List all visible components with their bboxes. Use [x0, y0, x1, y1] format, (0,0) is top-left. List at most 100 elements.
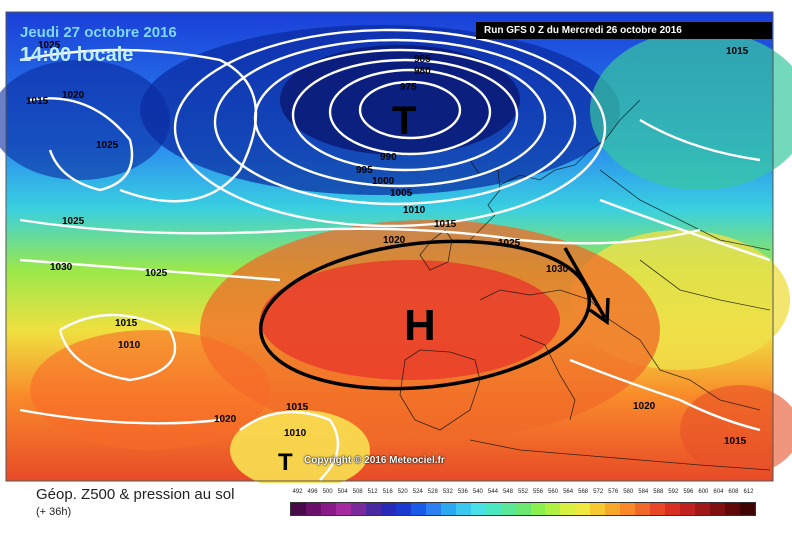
- legend-value: 552: [517, 489, 528, 495]
- weather-map: T H T 1025 1020 1015 1025 985 980 975 99…: [0, 11, 792, 483]
- legend-value: 572: [593, 489, 604, 495]
- legend-swatch: [695, 503, 711, 515]
- legend-swatch: [425, 503, 441, 515]
- legend-value: 492: [292, 489, 303, 495]
- legend-swatch: [515, 503, 531, 515]
- legend-swatch: [575, 503, 591, 515]
- isobar-label: 995: [356, 165, 373, 176]
- legend-swatch: [635, 503, 651, 515]
- legend-swatch: [545, 503, 561, 515]
- legend-swatch: [590, 503, 606, 515]
- legend-swatch: [291, 503, 306, 515]
- legend-swatch: [350, 503, 366, 515]
- high-pressure-symbol: H: [404, 301, 436, 350]
- legend-swatch: [665, 503, 681, 515]
- legend-value: 612: [743, 489, 754, 495]
- legend-value: 556: [533, 489, 544, 495]
- isobar-label: 1015: [724, 436, 747, 447]
- legend-value: 508: [352, 489, 363, 495]
- isobar-label: 1000: [372, 176, 395, 187]
- model-run-label: Run GFS 0 Z du Mercredi 26 octobre 2016: [476, 22, 772, 39]
- legend-value: 560: [548, 489, 559, 495]
- legend-value: 564: [563, 489, 574, 495]
- low-pressure-symbol-south: T: [278, 449, 293, 476]
- isobar-label: 1015: [115, 318, 138, 329]
- forecast-range-label: (+ 36h): [36, 506, 72, 518]
- legend-value: 548: [502, 489, 513, 495]
- isobar-label: 1025: [38, 40, 61, 51]
- legend-value: 532: [442, 489, 453, 495]
- legend-value: 500: [322, 489, 333, 495]
- isobar-label: 1010: [284, 428, 307, 439]
- legend-value: 604: [713, 489, 724, 495]
- isobar-label: 1015: [286, 402, 309, 413]
- isobar-label: 1025: [498, 238, 521, 249]
- forecast-date-label: Jeudi 27 octobre 2016: [20, 24, 177, 41]
- map-caption: Géop. Z500 & pression au sol: [36, 486, 235, 503]
- legend-value: 504: [337, 489, 348, 495]
- legend-swatch: [440, 503, 456, 515]
- isobar-label: 1025: [96, 140, 119, 151]
- legend-swatch: [500, 503, 516, 515]
- isobar-label: 1015: [726, 46, 749, 57]
- legend-swatch: [710, 503, 726, 515]
- legend-swatch: [650, 503, 666, 515]
- legend-value: 540: [472, 489, 483, 495]
- isobar-label: 980: [414, 66, 431, 77]
- color-scale-legend: [290, 502, 756, 516]
- isobar-label: 1010: [403, 205, 426, 216]
- isobar-label: 1025: [62, 216, 85, 227]
- legend-swatch: [320, 503, 336, 515]
- legend-swatch: [485, 503, 501, 515]
- legend-value: 608: [728, 489, 739, 495]
- legend-swatch: [560, 503, 576, 515]
- legend-swatch: [605, 503, 621, 515]
- legend-value-row: 492 496 500 504 508 512 516 520 524 528 532 536 540 5…: [286, 489, 756, 501]
- legend-value: 600: [698, 489, 709, 495]
- legend-value: 516: [382, 489, 393, 495]
- legend-value: 596: [683, 489, 694, 495]
- legend-value: 576: [608, 489, 619, 495]
- isobar-label: 1020: [214, 414, 237, 425]
- legend-value: 580: [623, 489, 634, 495]
- legend-value: 536: [457, 489, 468, 495]
- isobar-label: 1020: [383, 235, 406, 246]
- legend-value: 588: [653, 489, 664, 495]
- legend-swatch: [740, 503, 756, 515]
- copyright-text: Copyright © 2016 Meteociel.fr: [304, 455, 445, 466]
- legend-value: 496: [307, 489, 318, 495]
- legend-swatch: [380, 503, 396, 515]
- legend-swatch: [470, 503, 486, 515]
- legend-swatch: [530, 503, 546, 515]
- legend-swatch: [725, 503, 741, 515]
- isobar-label: 1020: [633, 401, 656, 412]
- isobar-label: 975: [400, 82, 417, 93]
- isobar-label: 1025: [145, 268, 168, 279]
- legend-value: 544: [487, 489, 498, 495]
- forecast-time-label: 14:00 locale: [20, 44, 134, 66]
- isobar-label: 1030: [50, 262, 73, 273]
- isobar-label: 1005: [390, 188, 413, 199]
- isobar-label: 1010: [118, 340, 141, 351]
- legend-swatch: [305, 503, 321, 515]
- low-pressure-symbol-north: T: [392, 99, 416, 143]
- legend-value: 568: [578, 489, 589, 495]
- legend-swatch: [395, 503, 411, 515]
- legend-value: 528: [427, 489, 438, 495]
- legend-swatch: [365, 503, 381, 515]
- isobar-label: 990: [380, 152, 397, 163]
- legend-swatch: [680, 503, 696, 515]
- legend-swatch: [620, 503, 636, 515]
- legend-value: 520: [397, 489, 408, 495]
- legend-value: 584: [638, 489, 649, 495]
- isobar-label: 1015: [434, 219, 457, 230]
- isobar-label: 1020: [62, 90, 85, 101]
- legend-value: 512: [367, 489, 378, 495]
- isobar-label: 985: [414, 54, 431, 65]
- legend-value: 592: [668, 489, 679, 495]
- isobar-label: 1030: [546, 264, 569, 275]
- legend-value: 524: [412, 489, 423, 495]
- legend-swatch: [455, 503, 471, 515]
- legend-swatch: [410, 503, 426, 515]
- isobar-label: 1015: [26, 96, 49, 107]
